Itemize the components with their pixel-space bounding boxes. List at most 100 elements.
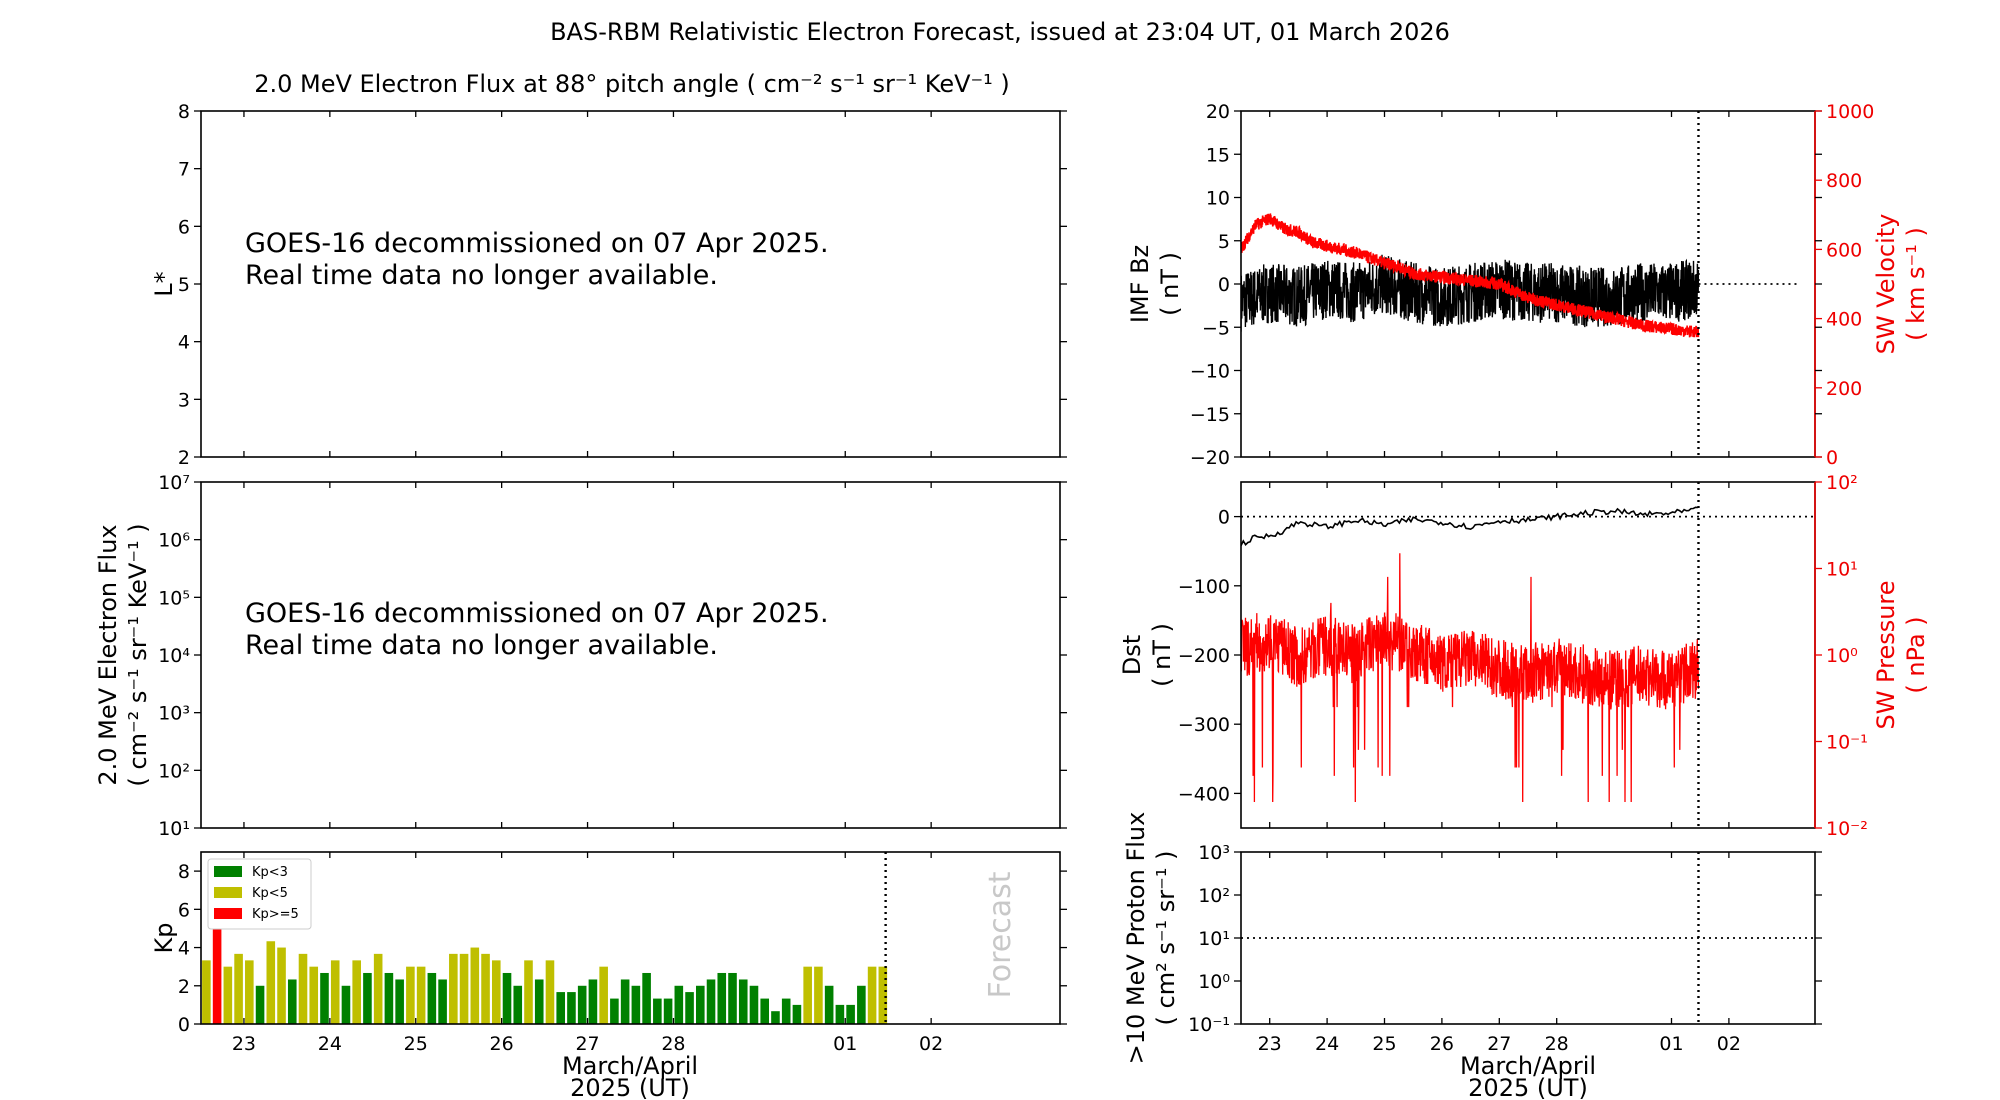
proton-xtick-label-3: 26 <box>1430 1033 1454 1055</box>
dst-y-axis: −400 −300 −200 −100 0 <box>1178 507 1241 805</box>
kp-bar-45 <box>685 992 694 1024</box>
dst-ytick-label-2: −200 <box>1178 645 1230 667</box>
eflux-ylabel-line-2: ( cm⁻² s⁻¹ sr⁻¹ KeV⁻¹ ) <box>124 523 152 786</box>
proton-ytick-label-1: 10⁰ <box>1198 971 1230 993</box>
kp-bar-27 <box>491 960 501 1024</box>
eflux-ytick-label-3: 10⁴ <box>158 645 190 667</box>
proton-ylabel-line-2: ( cm² s⁻¹ sr⁻¹ ) <box>1152 851 1180 1026</box>
kp-xtick-label-2: 25 <box>404 1033 428 1055</box>
proton-y-axis: 10⁻¹ 10⁰ 10¹ 10² 10³ <box>1188 842 1822 1036</box>
lstar-ytick-label-5: 7 <box>178 159 190 181</box>
kp-bar-29 <box>513 985 523 1024</box>
dst-ytick-label-3: −100 <box>1178 576 1230 598</box>
imf-ytick-label-6: 10 <box>1206 188 1230 210</box>
kp-bar-7 <box>277 947 286 1024</box>
kp-bar-30 <box>524 960 533 1024</box>
lstar-ytick-label-0: 2 <box>178 447 190 469</box>
kp-xtick-label-3: 26 <box>490 1033 514 1055</box>
kp-bar-20 <box>416 966 426 1024</box>
imf-y2tick-label-4: 800 <box>1826 170 1862 192</box>
kp-bar-58 <box>824 985 834 1024</box>
lstar-notice-line-2: Real time data no longer available. <box>245 260 718 291</box>
eflux-ytick-label-0: 10¹ <box>158 818 190 840</box>
kp-ytick-label-4: 8 <box>178 861 190 883</box>
kp-ytick-label-1: 2 <box>178 976 190 998</box>
kp-ylabel: Kp <box>150 923 178 954</box>
kp-bar-60 <box>846 1004 855 1024</box>
kp-xlabel-line-1: March/April <box>562 1052 698 1080</box>
kp-y-axis: 0 2 4 6 8 <box>178 861 1067 1036</box>
proton-xtick-label-4: 27 <box>1487 1033 1511 1055</box>
proton-ylabel-line-1: >10 MeV Proton Flux <box>1122 812 1150 1065</box>
proton-ytick-label-0: 10⁻¹ <box>1188 1014 1230 1036</box>
dst-y2tick-label-2: 10⁰ <box>1826 645 1858 667</box>
kp-bar-42 <box>653 998 662 1024</box>
kp-bar-9 <box>298 953 308 1024</box>
kp-bar-40 <box>631 985 641 1024</box>
kp-legend-swatch-2 <box>214 908 242 919</box>
kp-xtick-label-7: 02 <box>919 1033 943 1055</box>
kp-bar-49 <box>728 972 737 1024</box>
eflux-ytick-label-4: 10⁵ <box>158 587 190 609</box>
kp-bar-24 <box>459 953 469 1024</box>
eflux-notice-line-1: GOES-16 decommissioned on 07 Apr 2025. <box>245 598 829 629</box>
kp-bar-47 <box>706 979 716 1024</box>
kp-xtick-label-0: 23 <box>232 1033 256 1055</box>
kp-bar-0 <box>202 960 211 1024</box>
dst-y2tick-label-4: 10² <box>1826 472 1858 494</box>
imf-y2tick-label-5: 1000 <box>1826 101 1874 123</box>
proton-xtick-label-2: 25 <box>1372 1033 1396 1055</box>
sw-velocity-series <box>1241 213 1700 338</box>
kp-bar-35 <box>577 985 587 1024</box>
kp-bar-46 <box>695 985 705 1024</box>
electron-flux-panel: 10¹ 10² 10³ 10⁴ 10⁵ 10⁶ 10⁷ 2.0 MeV Electron F… <box>94 472 1067 840</box>
kp-bar-54 <box>781 998 791 1024</box>
imf-y2tick-label-2: 400 <box>1826 309 1862 331</box>
kp-legend-swatch-1 <box>214 887 242 898</box>
kp-bar-15 <box>363 972 372 1024</box>
eflux-ylabel-line-1: 2.0 MeV Electron Flux <box>94 524 122 785</box>
kp-bar-17 <box>384 972 394 1024</box>
eflux-y-axis: 10¹ 10² 10³ 10⁴ 10⁵ 10⁶ 10⁷ <box>158 472 1067 840</box>
kp-bar-25 <box>470 947 480 1024</box>
kp-bar-21 <box>427 972 437 1024</box>
dst-ylabel-line-1: Dst <box>1118 635 1146 675</box>
proton-flux-panel: 10⁻¹ 10⁰ 10¹ 10² 10³ 23 24 25 26 27 28 01 02 >10 Me… <box>1122 812 1822 1100</box>
proton-ytick-label-4: 10³ <box>1198 842 1230 864</box>
kp-bar-16 <box>373 953 383 1024</box>
eflux-x-axis <box>243 482 932 828</box>
kp-bar-43 <box>663 998 673 1024</box>
kp-bar-8 <box>287 979 297 1024</box>
kp-bar-18 <box>395 979 404 1024</box>
dst-ylabel-line-2: ( nT ) <box>1148 623 1176 687</box>
lstar-x-axis <box>243 111 932 457</box>
eflux-ytick-label-6: 10⁷ <box>158 472 190 494</box>
kp-forecast-label: Forecast <box>983 871 1018 998</box>
kp-xtick-label-1: 24 <box>318 1033 342 1055</box>
kp-bar-5 <box>255 985 265 1024</box>
kp-legend-swatch-0 <box>214 866 242 877</box>
kp-bar-33 <box>556 992 566 1024</box>
dst-ytick-label-0: −400 <box>1178 783 1230 805</box>
kp-bar-48 <box>717 972 727 1024</box>
imf-y2tick-label-1: 200 <box>1826 378 1862 400</box>
kp-bar-19 <box>406 966 415 1024</box>
proton-xtick-label-1: 24 <box>1315 1033 1339 1055</box>
kp-ytick-label-2: 4 <box>178 938 190 960</box>
kp-bar-4 <box>245 960 254 1024</box>
kp-bar-23 <box>449 953 458 1024</box>
dst-y2tick-label-3: 10¹ <box>1826 559 1858 581</box>
sw-pressure-ylabel-line-1: SW Pressure <box>1872 580 1900 729</box>
proton-xlabel-line-2: 2025 (UT) <box>1468 1074 1588 1100</box>
kp-ytick-label-0: 0 <box>178 1014 190 1036</box>
kp-bar-41 <box>642 972 651 1024</box>
kp-bar-14 <box>352 960 361 1024</box>
kp-x-axis: 23 24 25 26 27 28 01 02 <box>232 852 943 1055</box>
kp-bar-62 <box>867 966 877 1024</box>
proton-ytick-label-2: 10¹ <box>1198 928 1230 950</box>
sw-pressure-series <box>1241 553 1700 803</box>
imf-y2tick-label-0: 0 <box>1826 447 1838 469</box>
kp-bar-32 <box>545 960 555 1024</box>
